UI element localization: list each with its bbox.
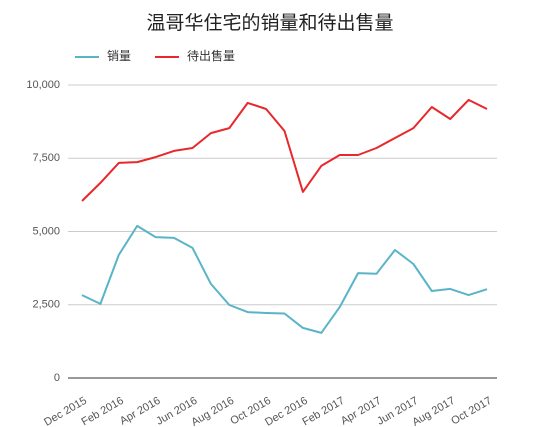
- x-tick-label: Feb 2016: [80, 395, 126, 427]
- y-tick-label: 7,500: [32, 152, 60, 164]
- y-tick-label: 10,000: [26, 79, 60, 91]
- x-tick-label: Aug 2016: [189, 395, 236, 427]
- legend-label: 待出售量: [187, 48, 235, 63]
- x-tick-label: Oct 2017: [449, 395, 494, 427]
- y-tick-label: 5,000: [32, 225, 60, 237]
- y-tick-label: 0: [54, 372, 60, 384]
- legend-label: 销量: [107, 49, 131, 63]
- series-line: [81, 224, 488, 334]
- series-line: [81, 98, 488, 202]
- x-tick-label: Aug 2017: [410, 395, 457, 427]
- x-tick-label: Feb 2017: [300, 395, 346, 427]
- y-tick-label: 2,500: [32, 299, 60, 311]
- chart-title: 温哥华住宅的销量和待出售量: [146, 12, 393, 34]
